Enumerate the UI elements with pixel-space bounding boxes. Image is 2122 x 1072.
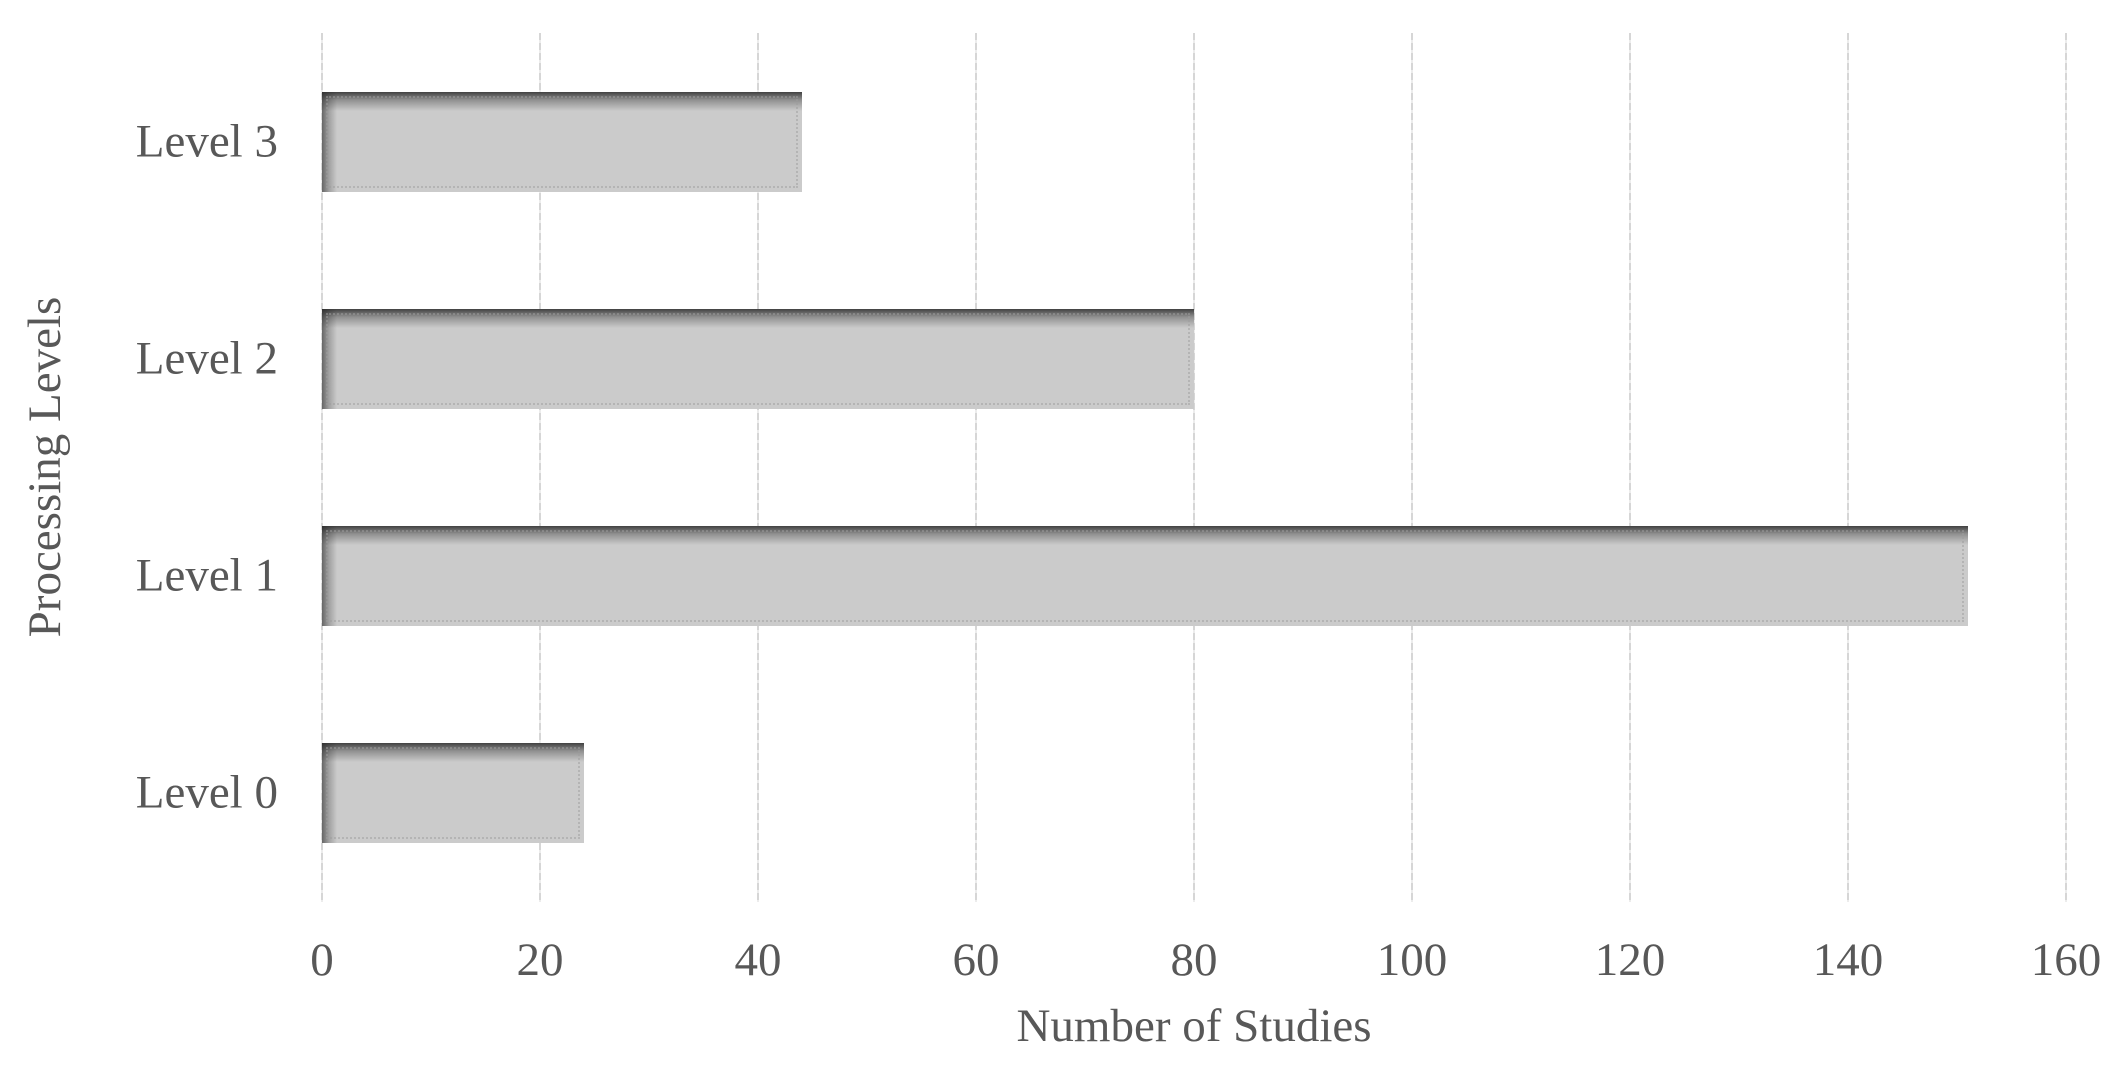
x-tick-label-80: 80	[1170, 934, 1218, 986]
plot-area	[321, 33, 2067, 902]
gridline-100	[1411, 33, 1413, 902]
gridline-40	[757, 33, 759, 902]
gridline-120	[1629, 33, 1631, 902]
x-tick-label-120: 120	[1594, 934, 1666, 986]
gridline-80	[1193, 33, 1195, 902]
category-label-level-0: Level 0	[135, 766, 278, 819]
gridline-0	[321, 33, 323, 902]
bar-level-0	[322, 743, 584, 844]
gridline-160	[2065, 33, 2067, 902]
gridline-20	[539, 33, 541, 902]
category-label-level-1: Level 1	[135, 549, 278, 602]
x-tick-label-140: 140	[1812, 934, 1884, 986]
x-tick-label-160: 160	[2030, 934, 2102, 986]
gridline-60	[975, 33, 977, 902]
category-label-level-3: Level 3	[135, 115, 278, 168]
x-tick-label-40: 40	[734, 934, 782, 986]
category-label-level-2: Level 2	[135, 332, 278, 385]
y-axis-category-labels: Level 3 Level 2 Level 1 Level 0	[0, 33, 278, 902]
x-tick-label-0: 0	[310, 934, 334, 986]
x-tick-label-60: 60	[952, 934, 1000, 986]
x-tick-label-20: 20	[516, 934, 564, 986]
x-axis-title: Number of Studies	[1016, 1000, 1372, 1052]
x-tick-label-100: 100	[1376, 934, 1448, 986]
bar-level-2	[322, 308, 1194, 409]
bar-level-1	[322, 526, 1968, 627]
x-axis-tick-labels: 0 20 40 60 80 100 120 140 160	[310, 932, 2101, 992]
bar-level-3	[322, 91, 802, 192]
gridline-140	[1847, 33, 1849, 902]
